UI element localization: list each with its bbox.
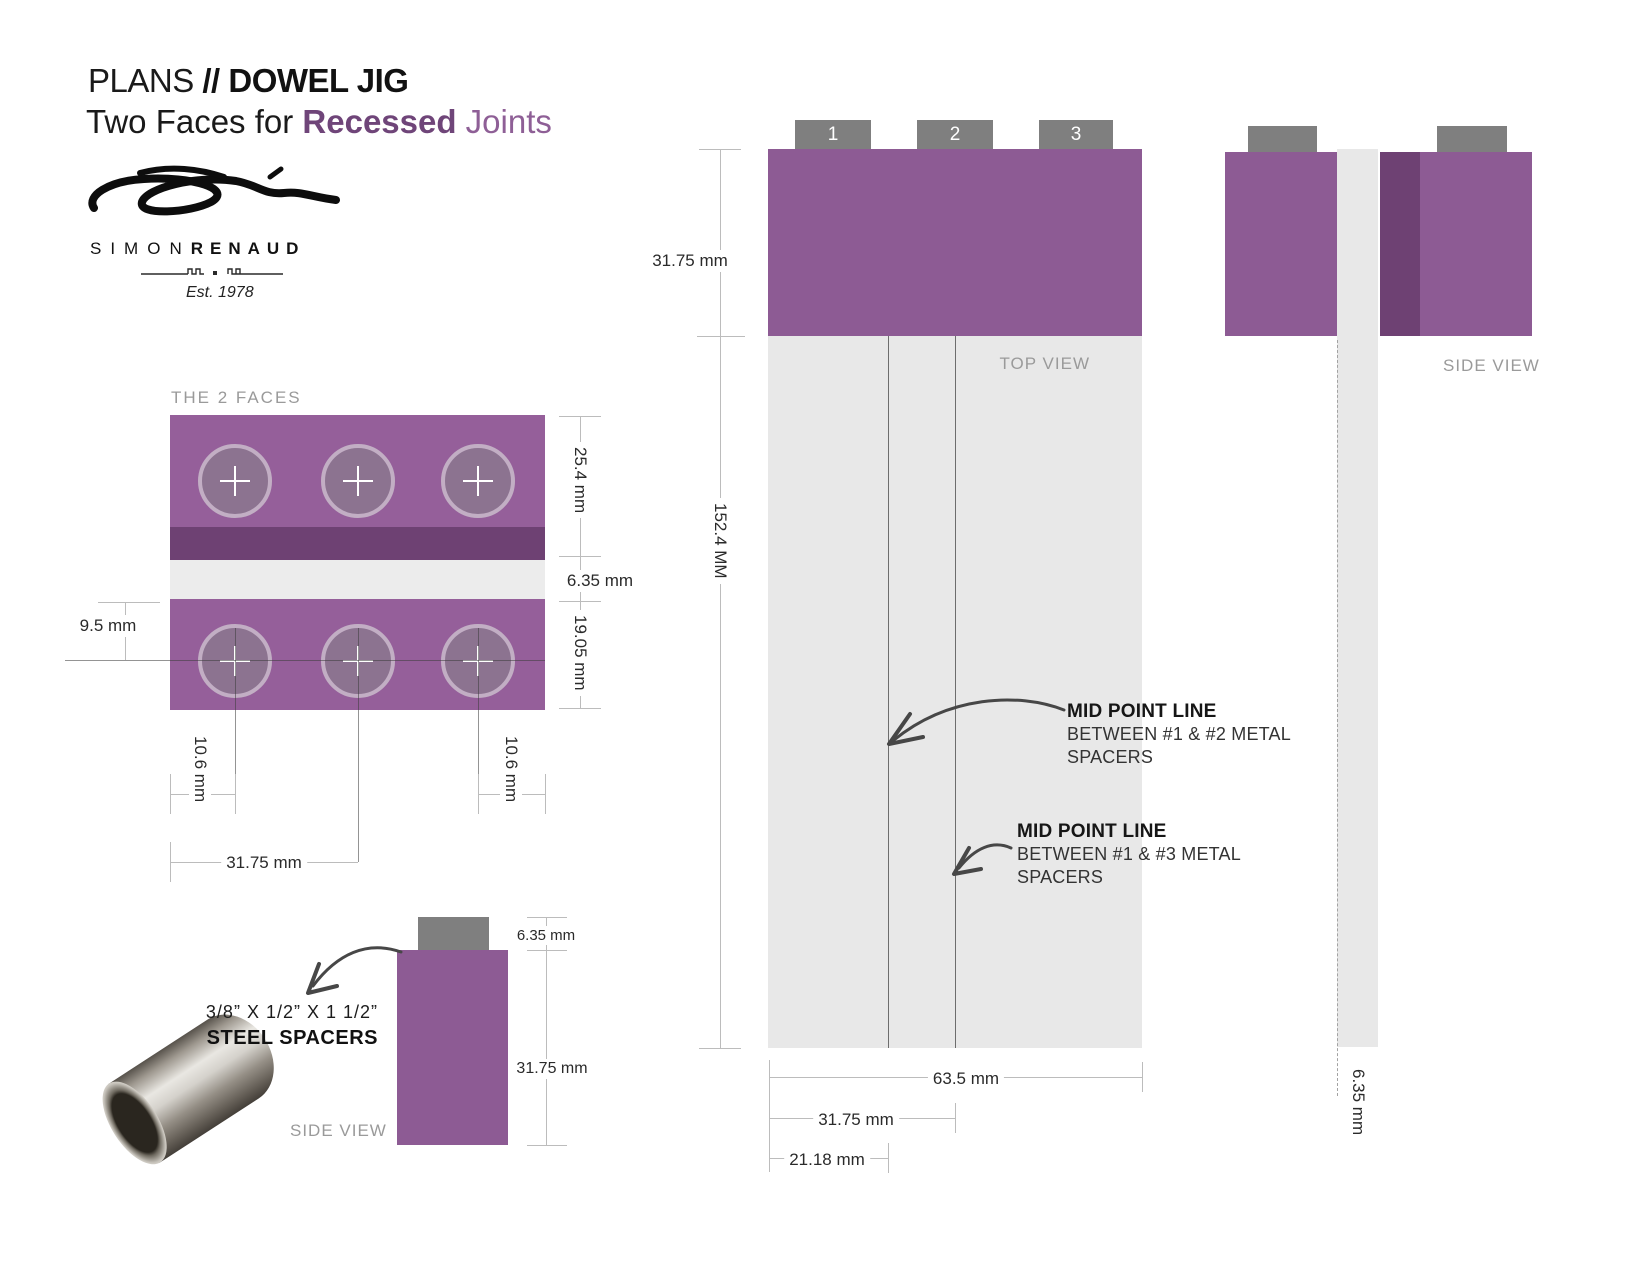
dim-hole-drop: 9.5 mm	[74, 615, 142, 637]
top-view-label: TOP VIEW	[999, 354, 1090, 373]
annotation-arrow-icon	[306, 946, 403, 995]
spacer-tab-1: 1	[795, 120, 871, 149]
dimension-line	[580, 416, 581, 708]
spacer-side-view-label: SIDE VIEW	[290, 1121, 387, 1140]
midpoint-note-1: MID POINT LINE BETWEEN #1 & #2 METAL SPA…	[1067, 700, 1291, 769]
dowel-hole	[321, 444, 395, 518]
spacer-size-label: 3/8” X 1/2” X 1 1/2”	[205, 1002, 378, 1022]
logo-first-name: SIMON	[90, 239, 191, 258]
logo-wordmark: SIMONRENAUD	[90, 239, 305, 259]
dim-hole-spacing: 31.75 mm	[221, 852, 307, 874]
subtitle-black: Two Faces for	[86, 103, 303, 140]
dimension-tick	[1142, 1062, 1143, 1092]
spacer-tab-3-label: 3	[1070, 123, 1082, 145]
dimension-tick	[545, 774, 546, 814]
midpoint-note-1-line1: BETWEEN #1 & #2 METAL	[1067, 724, 1291, 744]
side-view-recess-strip	[1380, 152, 1420, 336]
dimension-tick	[235, 774, 236, 814]
side-view-gap-strip	[1337, 149, 1378, 1047]
dimension-tick	[955, 1103, 956, 1133]
dimension-tick	[559, 708, 601, 709]
dowel-hole	[198, 444, 272, 518]
logo-divider-icon	[141, 268, 283, 275]
dim-first-width: 21.18 mm	[784, 1149, 870, 1171]
side-view-left-block	[1225, 152, 1337, 336]
dim-edge-left: 10.6 mm	[189, 731, 211, 808]
top-view-jig-block	[768, 149, 1142, 336]
dim-face-top-height: 25.4 mm	[569, 442, 591, 519]
dimension-line	[720, 149, 721, 1048]
midpoint-note-2-title: MID POINT LINE	[1017, 821, 1167, 842]
page-title-main: // DOWEL JIG	[202, 62, 409, 99]
annotation-arrow-icon	[887, 698, 1066, 746]
dim-face-bottom-height: 19.05 mm	[569, 610, 591, 696]
spacer-tab-2-label: 2	[949, 123, 961, 145]
logo-last-name: RENAUD	[190, 239, 306, 258]
dimension-tick	[699, 149, 741, 150]
midpoint-note-1-title: MID POINT LINE	[1067, 701, 1217, 722]
midpoint-line-1-3	[955, 336, 956, 1048]
face-dark-band	[170, 527, 545, 560]
dimension-tick	[559, 601, 601, 602]
midpoint-note-2: MID POINT LINE BETWEEN #1 & #3 METAL SPA…	[1017, 820, 1241, 889]
dim-spacer-body: 31.75 mm	[511, 1059, 593, 1079]
annotation-arrow-icon	[952, 843, 1013, 876]
side-view-tab	[1248, 126, 1317, 152]
dim-spacer-tab: 6.35 mm	[511, 926, 581, 945]
dimension-tick	[527, 950, 567, 951]
dimension-tick	[527, 917, 567, 918]
logo-signature-icon	[88, 165, 340, 216]
side-view-tab	[1437, 126, 1507, 152]
midpoint-note-2-line1: BETWEEN #1 & #3 METAL	[1017, 844, 1241, 864]
page-title-prefix: PLANS	[88, 62, 203, 99]
dim-mid-width: 31.75 mm	[813, 1109, 899, 1131]
dim-face-gap: 6.35 mm	[561, 570, 639, 592]
dim-total-length: 152.4 MM	[709, 498, 731, 584]
spacer-name-label: STEEL SPACERS	[206, 1027, 378, 1049]
hole-centerline-horizontal	[65, 660, 545, 661]
page-subtitle: Two Faces for Recessed Joints	[86, 103, 552, 141]
spacer-detail-tab	[418, 917, 489, 950]
dim-edge-right: 10.6 mm	[500, 731, 522, 808]
hole-centerline-vertical	[358, 628, 359, 862]
dim-side-gap: 6.35 mm	[1349, 1069, 1368, 1136]
logo-established: Est. 1978	[186, 284, 254, 301]
dim-full-width: 63.5 mm	[927, 1068, 1005, 1090]
midpoint-note-1-line2: SPACERS	[1067, 747, 1154, 767]
side-view-extension-dashed-line	[1337, 340, 1338, 1096]
side-view-label: SIDE VIEW	[1443, 356, 1540, 375]
dimension-tick	[699, 1048, 741, 1049]
dimension-tick	[527, 1145, 567, 1146]
dimension-tick	[888, 1143, 889, 1173]
dim-block-height: 31.75 mm	[647, 250, 733, 272]
dimension-line	[546, 917, 547, 1145]
face-gap-band	[170, 560, 545, 599]
page-title: PLANS // DOWEL JIG	[88, 62, 409, 100]
dimension-tick	[559, 556, 601, 557]
hole-centerline-vertical	[478, 628, 479, 814]
subtitle-recessed: Recessed	[302, 103, 457, 140]
spacer-tab-1-label: 1	[827, 123, 839, 145]
spacer-tab-3: 3	[1039, 120, 1113, 149]
faces-section-label: THE 2 FACES	[171, 388, 302, 407]
spacer-caption: 3/8” X 1/2” X 1 1/2” STEEL SPACERS	[178, 1002, 378, 1050]
spacer-detail-block	[397, 950, 508, 1145]
spacer-tab-2: 2	[917, 120, 993, 149]
hole-centerline-vertical	[235, 628, 236, 814]
midpoint-note-2-line2: SPACERS	[1017, 867, 1104, 887]
dimension-tick	[769, 1060, 770, 1172]
side-view-right-block	[1420, 152, 1532, 336]
midpoint-line-1-2	[888, 336, 889, 1048]
subtitle-joints: Joints	[456, 103, 552, 140]
dimension-tick	[98, 602, 160, 603]
dimension-tick	[697, 336, 745, 337]
dimension-tick	[559, 416, 601, 417]
dowel-hole	[441, 444, 515, 518]
